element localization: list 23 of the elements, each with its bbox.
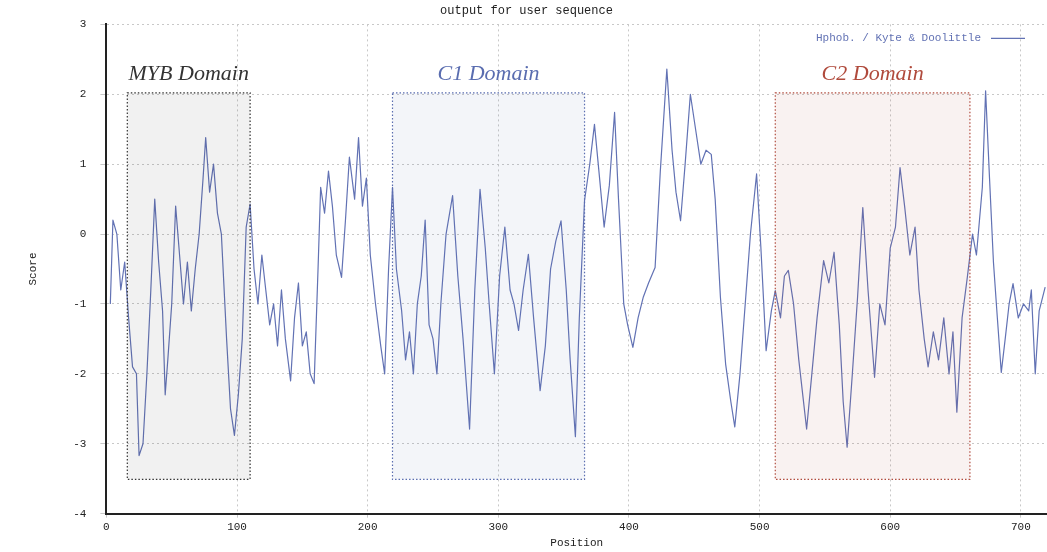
x-tick-label: 700 [1010,521,1031,534]
band-label: C2 Domain [821,59,924,85]
y-tick-label: 1 [79,158,87,171]
x-tick-label: 200 [357,521,378,534]
x-axis-title: Position [550,537,604,550]
x-tick-label: 100 [227,521,247,534]
band-label: C1 Domain [437,59,540,85]
y-tick-label: 2 [79,88,87,101]
legend-label: Hphob. / Kyte & Doolittle [815,32,981,45]
band-label: MYB Domain [127,59,249,85]
x-tick-label: 600 [880,521,901,534]
chart-title: output for user sequence [440,4,613,19]
y-tick-label: 3 [79,18,87,31]
y-tick-label: -3 [73,437,87,450]
x-tick-label: 500 [749,521,770,534]
y-tick-label: -4 [73,507,87,520]
x-tick-label: 300 [488,521,509,534]
y-tick-label: 0 [79,227,87,240]
y-tick-label: -2 [73,367,87,380]
x-tick-label: 0 [103,521,110,534]
y-tick-label: -1 [73,297,87,310]
y-axis-title: Score [26,252,39,286]
x-tick-label: 400 [619,521,639,534]
